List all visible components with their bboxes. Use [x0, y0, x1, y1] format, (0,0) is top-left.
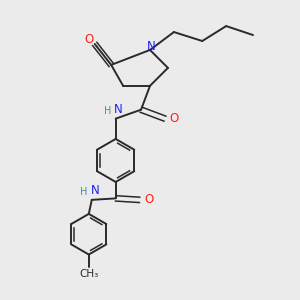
Text: N: N [114, 103, 123, 116]
Text: O: O [169, 112, 178, 125]
Text: O: O [144, 194, 153, 206]
Text: H: H [104, 106, 111, 116]
Text: H: H [80, 188, 87, 197]
Text: N: N [90, 184, 99, 197]
Text: N: N [147, 40, 156, 53]
Text: O: O [84, 33, 93, 46]
Text: CH₃: CH₃ [79, 268, 98, 279]
